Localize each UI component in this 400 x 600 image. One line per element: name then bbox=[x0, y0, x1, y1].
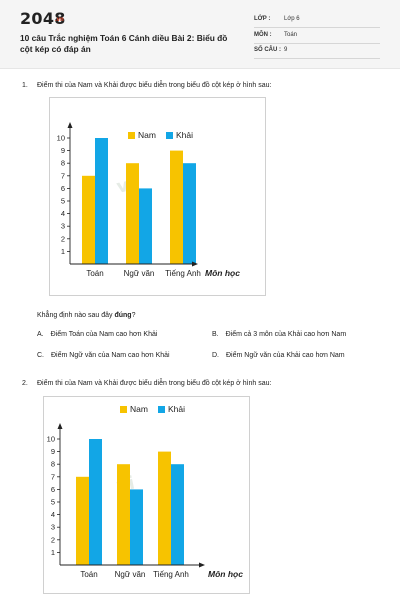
legend-swatch-0 bbox=[128, 132, 135, 139]
legend-label-0: Nam bbox=[138, 130, 156, 140]
y-tick-label: 7 bbox=[61, 171, 65, 180]
y-tick-label: 7 bbox=[51, 472, 55, 481]
option-d[interactable]: D. Điểm Ngữ văn của Khải cao hơn Nam bbox=[212, 352, 345, 359]
meta-value: 9 bbox=[284, 47, 288, 53]
y-axis-arrow bbox=[57, 423, 63, 429]
site-logo[interactable]: 2048 bbox=[20, 9, 66, 28]
bar-nam-2 bbox=[158, 451, 171, 565]
legend-swatch-0 bbox=[120, 406, 127, 413]
bar-khải-2 bbox=[171, 464, 184, 565]
y-tick-label: 10 bbox=[57, 134, 65, 143]
option-text: Điểm Toán của Nam cao hơn Khải bbox=[50, 331, 158, 338]
y-tick-label: 2 bbox=[61, 234, 65, 243]
meta-row-count: SỐ CÂU : 9 bbox=[254, 43, 380, 59]
x-tick-label: Toán bbox=[86, 269, 103, 278]
x-tick-label: Tiếng Anh bbox=[165, 269, 201, 278]
bar-nam-1 bbox=[126, 163, 139, 264]
y-tick-label: 8 bbox=[61, 159, 65, 168]
option-b[interactable]: B. Điểm cả 3 môn của Khải cao hơn Nam bbox=[212, 331, 346, 338]
bar-khải-1 bbox=[139, 188, 152, 264]
y-tick-label: 4 bbox=[51, 510, 55, 519]
option-a[interactable]: A. Điểm Toán của Nam cao hơn Khải bbox=[37, 331, 157, 338]
option-letter: B. bbox=[212, 331, 219, 338]
bar-khải-2 bbox=[183, 163, 196, 264]
question-1-chart: vi Nam Khải 1 2 3 4 5 6 7 8 9 10 Toán Ngữ văn Tiếng Anh… bbox=[49, 97, 266, 296]
meta-value: Toán bbox=[284, 32, 298, 38]
bar-khải-0 bbox=[89, 439, 102, 565]
legend-swatch-1 bbox=[158, 406, 165, 413]
option-text: Điểm Ngữ văn của Nam cao hơn Khải bbox=[51, 352, 170, 359]
y-tick-label: 9 bbox=[61, 146, 65, 155]
meta-key: LỚP : bbox=[254, 16, 271, 22]
option-text: Điểm cả 3 môn của Khải cao hơn Nam bbox=[225, 331, 347, 338]
question-1-prompt: Khẳng định nào sau đây đúng? bbox=[37, 312, 135, 319]
bar-khải-1 bbox=[130, 489, 143, 565]
y-tick-label: 5 bbox=[61, 197, 65, 206]
prompt-text: Khẳng định nào sau đây bbox=[37, 312, 115, 319]
y-tick-label: 6 bbox=[51, 485, 55, 494]
meta-row-subject: MÔN : Toán bbox=[254, 28, 380, 44]
meta-row-grade: LỚP : Lớp 6 bbox=[254, 12, 380, 28]
y-tick-label: 3 bbox=[51, 523, 55, 532]
x-tick-label: Ngữ văn bbox=[115, 570, 146, 579]
question-2-text: Điểm thi của Nam và Khải được biểu diễn … bbox=[37, 380, 272, 387]
y-tick-label: 9 bbox=[51, 447, 55, 456]
bar-nam-0 bbox=[76, 476, 89, 565]
y-tick-label: 5 bbox=[51, 498, 55, 507]
meta-value: Lớp 6 bbox=[284, 16, 300, 22]
page-header: 2048 .vn 10 câu Trắc nghiệm Toán 6 Cánh … bbox=[0, 0, 400, 69]
bar-nam-0 bbox=[82, 175, 95, 264]
option-text: Điểm Ngữ văn của Khải cao hơn Nam bbox=[226, 352, 345, 359]
legend-label-1: Khải bbox=[168, 404, 185, 414]
y-tick-label: 1 bbox=[61, 247, 65, 256]
x-axis-title: Môn học bbox=[205, 268, 240, 278]
question-1-text: Điểm thi của Nam và Khải được biểu diễn … bbox=[37, 82, 272, 89]
question-2-number: 2. bbox=[22, 380, 28, 387]
y-tick-label: 10 bbox=[47, 435, 55, 444]
x-tick-label: Ngữ văn bbox=[124, 269, 155, 278]
site-logo-domain: .vn bbox=[55, 17, 64, 23]
bar-nam-1 bbox=[117, 464, 130, 565]
y-tick-label: 6 bbox=[61, 184, 65, 193]
legend-swatch-1 bbox=[166, 132, 173, 139]
prompt-emphasis: đúng bbox=[114, 312, 132, 319]
y-tick-label: 8 bbox=[51, 460, 55, 469]
question-1-number: 1. bbox=[22, 82, 28, 89]
meta-key: MÔN : bbox=[254, 32, 272, 38]
option-letter: A. bbox=[37, 331, 44, 338]
legend-label-0: Nam bbox=[130, 404, 148, 414]
option-c[interactable]: C. Điểm Ngữ văn của Nam cao hơn Khải bbox=[37, 352, 170, 359]
meta-key: SỐ CÂU : bbox=[254, 47, 281, 53]
prompt-end: ? bbox=[131, 312, 136, 319]
y-tick-label: 2 bbox=[51, 535, 55, 544]
y-tick-label: 1 bbox=[51, 548, 55, 557]
y-tick-label: 4 bbox=[61, 209, 65, 218]
x-tick-label: Tiếng Anh bbox=[153, 570, 189, 579]
x-axis-arrow bbox=[199, 562, 205, 568]
option-letter: D. bbox=[212, 352, 219, 359]
y-tick-label: 3 bbox=[61, 222, 65, 231]
document-title: 10 câu Trắc nghiệm Toán 6 Cánh diều Bài … bbox=[20, 33, 228, 54]
bar-khải-0 bbox=[95, 138, 108, 264]
bar-nam-2 bbox=[170, 150, 183, 264]
x-tick-label: Toán bbox=[80, 570, 97, 579]
x-axis-title: Môn học bbox=[208, 569, 243, 579]
x-axis-arrow bbox=[192, 261, 198, 267]
y-axis-arrow bbox=[67, 122, 73, 128]
legend-label-1: Khải bbox=[176, 130, 193, 140]
option-letter: C. bbox=[37, 352, 44, 359]
